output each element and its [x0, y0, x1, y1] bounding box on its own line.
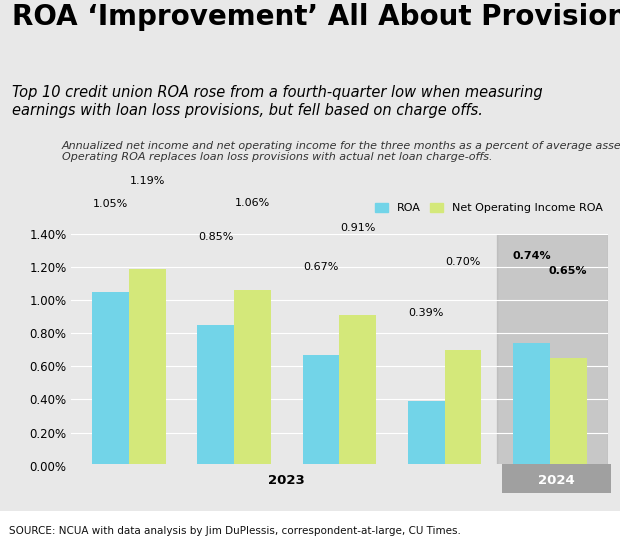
Bar	[445, 350, 481, 466]
Bar	[550, 358, 587, 466]
Text: 1.06%: 1.06%	[235, 198, 270, 208]
Text: 2024: 2024	[538, 474, 575, 487]
Bar	[340, 315, 376, 466]
Text: 2023: 2023	[268, 474, 305, 487]
Text: 0.67%: 0.67%	[303, 262, 339, 272]
Text: SOURCE: NCUA with data analysis by Jim DuPlessis, correspondent-at-large, CU Tim: SOURCE: NCUA with data analysis by Jim D…	[9, 526, 461, 536]
Text: 0.70%: 0.70%	[445, 257, 480, 267]
Bar	[497, 234, 608, 466]
Text: 0.85%: 0.85%	[198, 233, 234, 242]
Bar	[92, 292, 129, 466]
Text: ROA ‘Improvement’ All About Provisions: ROA ‘Improvement’ All About Provisions	[12, 3, 620, 31]
Text: 0.39%: 0.39%	[409, 309, 444, 318]
Bar	[408, 401, 445, 466]
Bar	[303, 355, 340, 466]
Text: 0.74%: 0.74%	[512, 251, 551, 261]
Text: 0.65%: 0.65%	[549, 266, 587, 276]
Bar	[234, 290, 271, 466]
Text: 0.91%: 0.91%	[340, 223, 376, 233]
Text: 1.05%: 1.05%	[93, 199, 128, 209]
Legend: ROA, Net Operating Income ROA: ROA, Net Operating Income ROA	[370, 198, 608, 218]
Text: 1.19%: 1.19%	[130, 176, 165, 186]
Bar	[513, 343, 550, 466]
Text: Top 10 credit union ROA rose from a fourth-quarter low when measuring
earnings w: Top 10 credit union ROA rose from a four…	[12, 85, 543, 118]
Text: Annualized net income and net operating income for the three months as a percent: Annualized net income and net operating …	[62, 141, 620, 162]
Bar	[198, 325, 234, 466]
Bar	[129, 269, 166, 466]
